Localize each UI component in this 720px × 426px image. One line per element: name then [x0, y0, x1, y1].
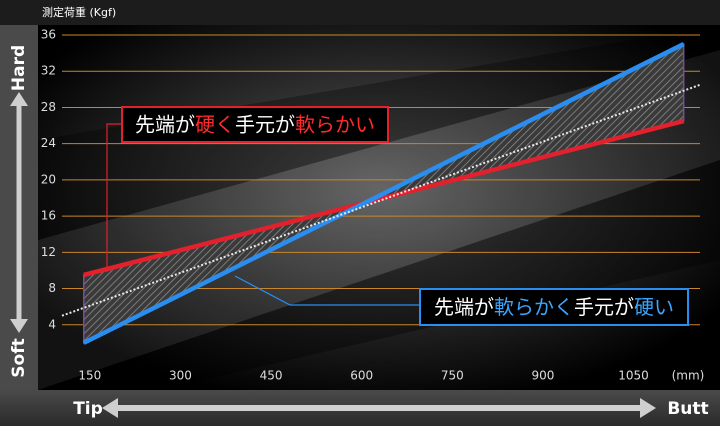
y-tick-label: 24: [41, 136, 56, 150]
soft-label: Soft: [9, 338, 29, 377]
arrow-head: [102, 398, 118, 418]
x-tick-label: 900: [531, 369, 554, 383]
series-line: [82, 42, 685, 345]
y-tick-label: 8: [48, 281, 56, 295]
annotation-part: 手元が: [574, 295, 634, 319]
arrow-head: [640, 398, 656, 418]
annotation-box: [419, 288, 689, 326]
connector: [106, 123, 122, 272]
y-tick-label: 20: [41, 172, 56, 186]
connector: [234, 275, 420, 306]
y-tick-label: 4: [48, 317, 56, 331]
x-tick-label: 1050: [618, 369, 649, 383]
y-tick-label: 16: [41, 209, 56, 223]
x-unit-label: (mm): [672, 369, 705, 383]
annotation-text: 先端が硬く手元が軟らかい: [135, 112, 375, 136]
series-line: [61, 83, 701, 317]
arrow-head: [10, 92, 28, 106]
y-tick-label: 32: [41, 64, 56, 78]
annotation-part: 硬く: [195, 112, 235, 136]
y-tick-label: 28: [41, 100, 56, 114]
x-tick-label: 750: [441, 369, 464, 383]
annotation-part: 軟らかく: [494, 295, 574, 319]
annotation-box: [121, 106, 389, 143]
annotation-part: 手元が: [235, 112, 295, 136]
y-tick-label: 36: [41, 28, 56, 42]
tip-label: Tip: [73, 399, 103, 419]
band: [38, 160, 720, 390]
x-tick-label: 300: [169, 369, 192, 383]
annotation-text: 先端が軟らかく手元が硬い: [434, 295, 674, 319]
x-tick-label: 600: [350, 369, 373, 383]
series-line: [83, 118, 685, 278]
hard-label: Hard: [9, 45, 29, 91]
y-tick-label: 12: [41, 245, 56, 259]
arrow-head: [10, 319, 28, 333]
annotation-part: 先端が: [434, 295, 494, 319]
annotation-part: 硬い: [634, 295, 674, 319]
x-tick-label: 150: [78, 369, 101, 383]
annotation-part: 先端が: [135, 112, 195, 136]
butt-label: Butt: [667, 399, 708, 419]
x-tick-label: 450: [260, 369, 283, 383]
y-axis-label: 測定荷重 (Kgf): [42, 5, 116, 19]
annotation-part: 軟らかい: [295, 112, 375, 136]
